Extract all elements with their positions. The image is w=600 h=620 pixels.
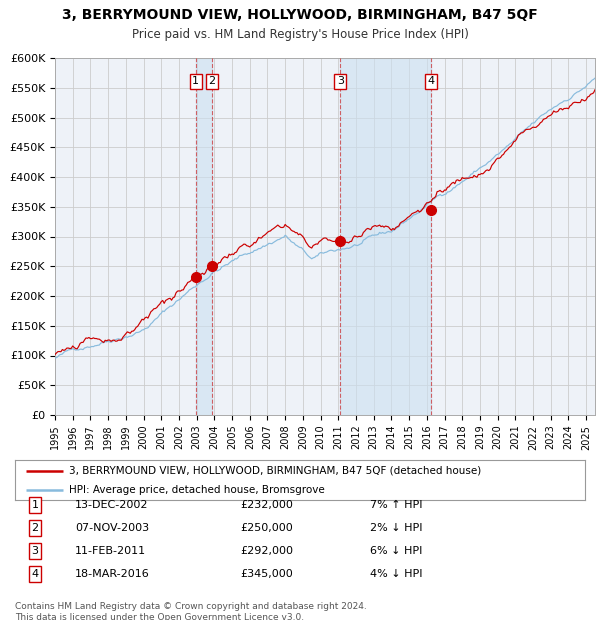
Bar bbox=[196, 58, 212, 415]
Text: 3: 3 bbox=[337, 76, 344, 86]
Text: 1: 1 bbox=[192, 76, 199, 86]
Text: 07-NOV-2003: 07-NOV-2003 bbox=[75, 523, 149, 533]
Text: 4: 4 bbox=[427, 76, 434, 86]
Text: 3: 3 bbox=[32, 546, 38, 556]
Text: 7% ↑ HPI: 7% ↑ HPI bbox=[370, 500, 422, 510]
Text: 2: 2 bbox=[208, 76, 215, 86]
Text: 2: 2 bbox=[31, 523, 38, 533]
Text: £232,000: £232,000 bbox=[240, 500, 293, 510]
Text: 18-MAR-2016: 18-MAR-2016 bbox=[75, 569, 150, 579]
Bar bbox=[340, 58, 431, 415]
Text: 3, BERRYMOUND VIEW, HOLLYWOOD, BIRMINGHAM, B47 5QF (detached house): 3, BERRYMOUND VIEW, HOLLYWOOD, BIRMINGHA… bbox=[69, 466, 481, 476]
Text: 3, BERRYMOUND VIEW, HOLLYWOOD, BIRMINGHAM, B47 5QF: 3, BERRYMOUND VIEW, HOLLYWOOD, BIRMINGHA… bbox=[62, 8, 538, 22]
Text: 13-DEC-2002: 13-DEC-2002 bbox=[75, 500, 149, 510]
Text: 4: 4 bbox=[31, 569, 38, 579]
Text: 2% ↓ HPI: 2% ↓ HPI bbox=[370, 523, 422, 533]
Text: Price paid vs. HM Land Registry's House Price Index (HPI): Price paid vs. HM Land Registry's House … bbox=[131, 28, 469, 41]
Text: 4% ↓ HPI: 4% ↓ HPI bbox=[370, 569, 422, 579]
Text: £292,000: £292,000 bbox=[240, 546, 293, 556]
Text: 11-FEB-2011: 11-FEB-2011 bbox=[75, 546, 146, 556]
Text: Contains HM Land Registry data © Crown copyright and database right 2024.
This d: Contains HM Land Registry data © Crown c… bbox=[15, 601, 367, 620]
Text: 6% ↓ HPI: 6% ↓ HPI bbox=[370, 546, 422, 556]
Text: HPI: Average price, detached house, Bromsgrove: HPI: Average price, detached house, Brom… bbox=[69, 485, 325, 495]
Text: £345,000: £345,000 bbox=[240, 569, 293, 579]
Text: £250,000: £250,000 bbox=[240, 523, 293, 533]
Text: 1: 1 bbox=[32, 500, 38, 510]
